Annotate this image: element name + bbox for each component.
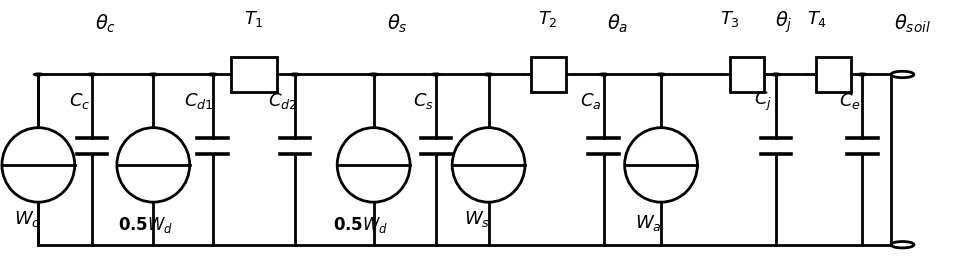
- Circle shape: [208, 73, 217, 76]
- Text: $\boldsymbol{C_c}$: $\boldsymbol{C_c}$: [69, 91, 90, 111]
- Ellipse shape: [337, 128, 410, 202]
- Circle shape: [656, 73, 666, 76]
- Ellipse shape: [625, 128, 697, 202]
- Circle shape: [87, 73, 97, 76]
- Circle shape: [148, 73, 158, 76]
- Text: $\boldsymbol{T_1}$: $\boldsymbol{T_1}$: [244, 9, 263, 29]
- Text: $\boldsymbol{W_s}$: $\boldsymbol{W_s}$: [464, 209, 490, 230]
- Text: $\boldsymbol{C_{d2}}$: $\boldsymbol{C_{d2}}$: [268, 91, 297, 111]
- Bar: [231, 57, 277, 92]
- Ellipse shape: [2, 128, 75, 202]
- Text: $\boldsymbol{\theta_{soil}}$: $\boldsymbol{\theta_{soil}}$: [894, 12, 930, 35]
- Circle shape: [431, 73, 441, 76]
- Text: $\boldsymbol{\theta_s}$: $\boldsymbol{\theta_s}$: [387, 12, 408, 35]
- Text: $\boldsymbol{T_4}$: $\boldsymbol{T_4}$: [807, 9, 828, 29]
- Circle shape: [34, 73, 43, 76]
- Text: $\boldsymbol{\theta_a}$: $\boldsymbol{\theta_a}$: [607, 12, 628, 35]
- Text: $\boldsymbol{\theta_c}$: $\boldsymbol{\theta_c}$: [95, 12, 116, 35]
- Ellipse shape: [117, 128, 190, 202]
- Circle shape: [857, 73, 867, 76]
- Circle shape: [599, 73, 608, 76]
- Bar: [531, 57, 565, 92]
- Text: $\boldsymbol{C_e}$: $\boldsymbol{C_e}$: [839, 91, 860, 111]
- Circle shape: [484, 73, 493, 76]
- Text: $\boldsymbol{0.5W_d}$: $\boldsymbol{0.5W_d}$: [332, 215, 388, 235]
- Bar: [816, 57, 851, 92]
- Text: $\boldsymbol{\theta_j}$: $\boldsymbol{\theta_j}$: [775, 9, 792, 35]
- Circle shape: [369, 73, 378, 76]
- Ellipse shape: [452, 128, 525, 202]
- Circle shape: [290, 73, 300, 76]
- Text: $\boldsymbol{W_a}$: $\boldsymbol{W_a}$: [635, 213, 662, 234]
- Text: $\boldsymbol{T_3}$: $\boldsymbol{T_3}$: [720, 9, 740, 29]
- Text: $\boldsymbol{C_j}$: $\boldsymbol{C_j}$: [755, 89, 772, 113]
- Text: $\boldsymbol{C_s}$: $\boldsymbol{C_s}$: [413, 91, 434, 111]
- Text: $\boldsymbol{W_c}$: $\boldsymbol{W_c}$: [13, 209, 40, 230]
- Text: $\boldsymbol{0.5W_d}$: $\boldsymbol{0.5W_d}$: [118, 215, 173, 235]
- Circle shape: [771, 73, 781, 76]
- Bar: [730, 57, 764, 92]
- Text: $\boldsymbol{C_{d1}}$: $\boldsymbol{C_{d1}}$: [184, 91, 213, 111]
- Text: $\boldsymbol{T_2}$: $\boldsymbol{T_2}$: [538, 9, 558, 29]
- Text: $\boldsymbol{C_a}$: $\boldsymbol{C_a}$: [581, 91, 602, 111]
